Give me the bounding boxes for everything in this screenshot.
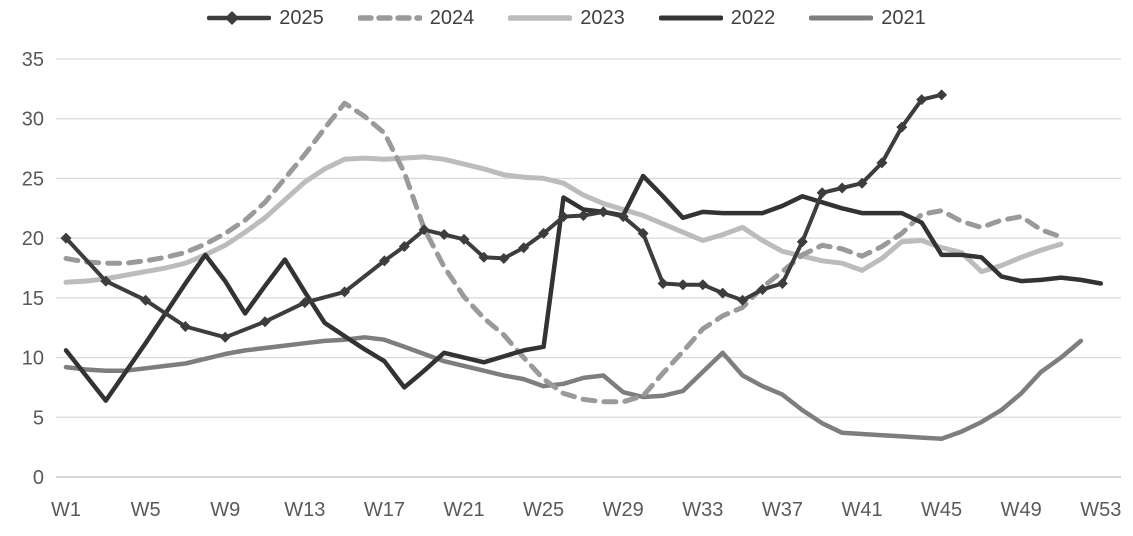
series-line-2022 [63,173,1104,403]
data-point-marker [876,157,888,169]
data-point-marker [776,278,788,290]
data-point-marker [398,241,410,253]
legend-item-2021: 2021 [809,8,926,28]
data-point-marker [219,331,231,343]
y-tick-label: 35 [22,49,44,71]
legend-swatch-2025-diamond-line-icon [207,11,272,25]
data-point-marker [518,242,530,254]
data-point-marker [100,275,112,287]
legend-diamond-marker [225,11,240,25]
data-point-marker [657,278,669,290]
series-2022 [63,173,1104,403]
data-point-marker [577,209,589,221]
data-point-marker [816,187,828,199]
data-point-marker [916,94,928,106]
series-line-2021 [63,335,1084,442]
data-point-marker [936,89,948,101]
data-point-marker [179,321,191,333]
data-point-marker [697,279,709,291]
data-point-marker [558,211,569,223]
data-point-marker [259,316,271,328]
series-line-2025 [64,92,944,340]
legend-swatch-2022-line-icon [658,15,723,21]
data-point-marker [757,283,768,295]
x-tick-label: W21 [443,499,484,521]
x-tick-label: W13 [284,499,325,521]
data-point-marker [478,251,490,263]
data-point-marker [339,286,351,298]
y-tick-label: 15 [22,288,44,310]
series-2021 [63,335,1084,442]
x-tick-label: W49 [1001,499,1042,521]
x-tick-label: W41 [841,499,882,521]
data-point-marker [378,255,390,267]
data-point-marker [617,211,629,223]
y-tick-label: 5 [33,407,44,429]
x-tick-label: W1 [51,499,81,521]
legend-item-2025: 2025 [207,8,324,28]
data-point-marker [597,206,609,218]
legend-item-2023: 2023 [508,8,625,28]
series-line-2024 [63,100,1064,405]
x-tick-label: W9 [210,499,240,521]
data-point-marker [836,182,848,194]
y-tick-label: 10 [22,348,44,370]
legend-swatch-2024-line-icon [357,15,422,21]
y-tick-label: 0 [33,467,44,489]
data-point-marker [60,232,72,244]
data-point-marker [498,252,510,264]
x-tick-label: W17 [364,499,405,521]
y-tick-label: 25 [22,168,44,190]
y-tick-label: 30 [22,109,44,131]
series-2025 [60,89,948,343]
x-tick-label: W25 [523,499,564,521]
data-point-marker [418,224,430,236]
data-point-marker [796,236,808,248]
series-line-2023 [63,154,1064,285]
legend-item-2024: 2024 [357,7,475,29]
x-tick-label: W45 [921,499,962,521]
y-tick-label: 20 [22,228,44,250]
series-2023 [63,154,1064,285]
series-2024 [63,100,1064,405]
legend-item-2022: 2022 [658,7,776,29]
x-tick-label: W53 [1080,499,1121,521]
x-tick-label: W29 [603,499,644,521]
legend-label: 2023 [580,7,625,29]
data-point-marker [737,294,749,306]
chart-legend: 2025 2024 2023 2022 2021 [0,3,1133,33]
legend-label: 2025 [279,7,324,29]
data-point-marker [637,227,649,239]
legend-label: 2022 [730,7,776,29]
x-tick-label: W37 [762,499,803,521]
data-point-marker [717,287,729,299]
data-point-marker [458,233,470,245]
data-point-marker [438,229,450,241]
data-point-marker [140,294,152,306]
x-tick-label: W5 [131,499,161,521]
data-point-marker [856,177,868,189]
legend-swatch-2021-line-icon [809,15,874,21]
data-point-marker [538,227,550,239]
legend-label: 2021 [881,7,926,29]
data-point-marker [677,279,689,291]
legend-label: 2024 [429,7,475,29]
data-point-marker [299,297,311,309]
data-point-marker [896,121,908,133]
legend-swatch-2023-line-icon [508,15,573,21]
x-tick-label: W33 [682,499,723,521]
